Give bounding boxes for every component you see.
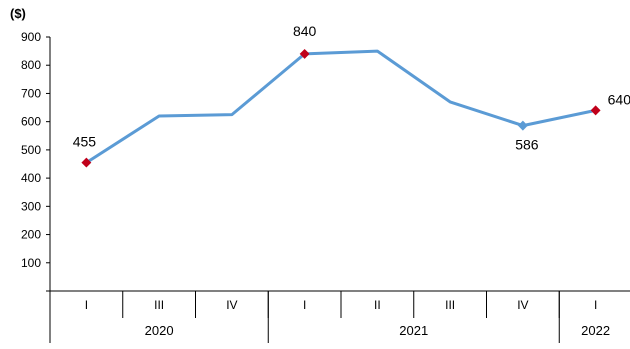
- x-category-label: IV: [226, 298, 237, 312]
- y-axis: ($) 100 200 300 400 500 600 700 800 900: [10, 6, 51, 292]
- data-point-marker: [590, 105, 601, 116]
- y-axis-unit-label: ($): [10, 6, 26, 21]
- series: [81, 48, 601, 168]
- x-category-label: I: [303, 298, 306, 312]
- data-label: 840: [293, 23, 317, 39]
- y-tick-label: 100: [21, 256, 41, 270]
- series-line: [85, 49, 596, 164]
- y-tick-label: 600: [21, 115, 41, 129]
- x-category-label: I: [594, 298, 597, 312]
- data-point-marker: [81, 157, 92, 168]
- y-tick-label: 700: [21, 86, 41, 100]
- y-tick-label: 300: [21, 199, 41, 213]
- data-label: 455: [73, 134, 97, 150]
- x-category-label: IV: [517, 298, 528, 312]
- data-labels: 455 840 586 640: [73, 23, 630, 153]
- y-tick-label: 200: [21, 228, 41, 242]
- x-category-label: II: [374, 298, 381, 312]
- x-category-label: I: [85, 298, 88, 312]
- y-tick-label: 800: [21, 58, 41, 72]
- data-label: 586: [515, 137, 539, 153]
- y-tick-label: 400: [21, 171, 41, 185]
- x-year-label: 2022: [581, 323, 610, 338]
- x-year-label: 2021: [399, 323, 428, 338]
- y-tick-label: 500: [21, 143, 41, 157]
- x-category-label: III: [445, 298, 455, 312]
- x-category-label: III: [154, 298, 164, 312]
- x-year-label: 2020: [145, 323, 174, 338]
- data-label: 640: [608, 91, 630, 107]
- y-tick-label: 900: [21, 30, 41, 44]
- data-point-marker: [517, 120, 528, 131]
